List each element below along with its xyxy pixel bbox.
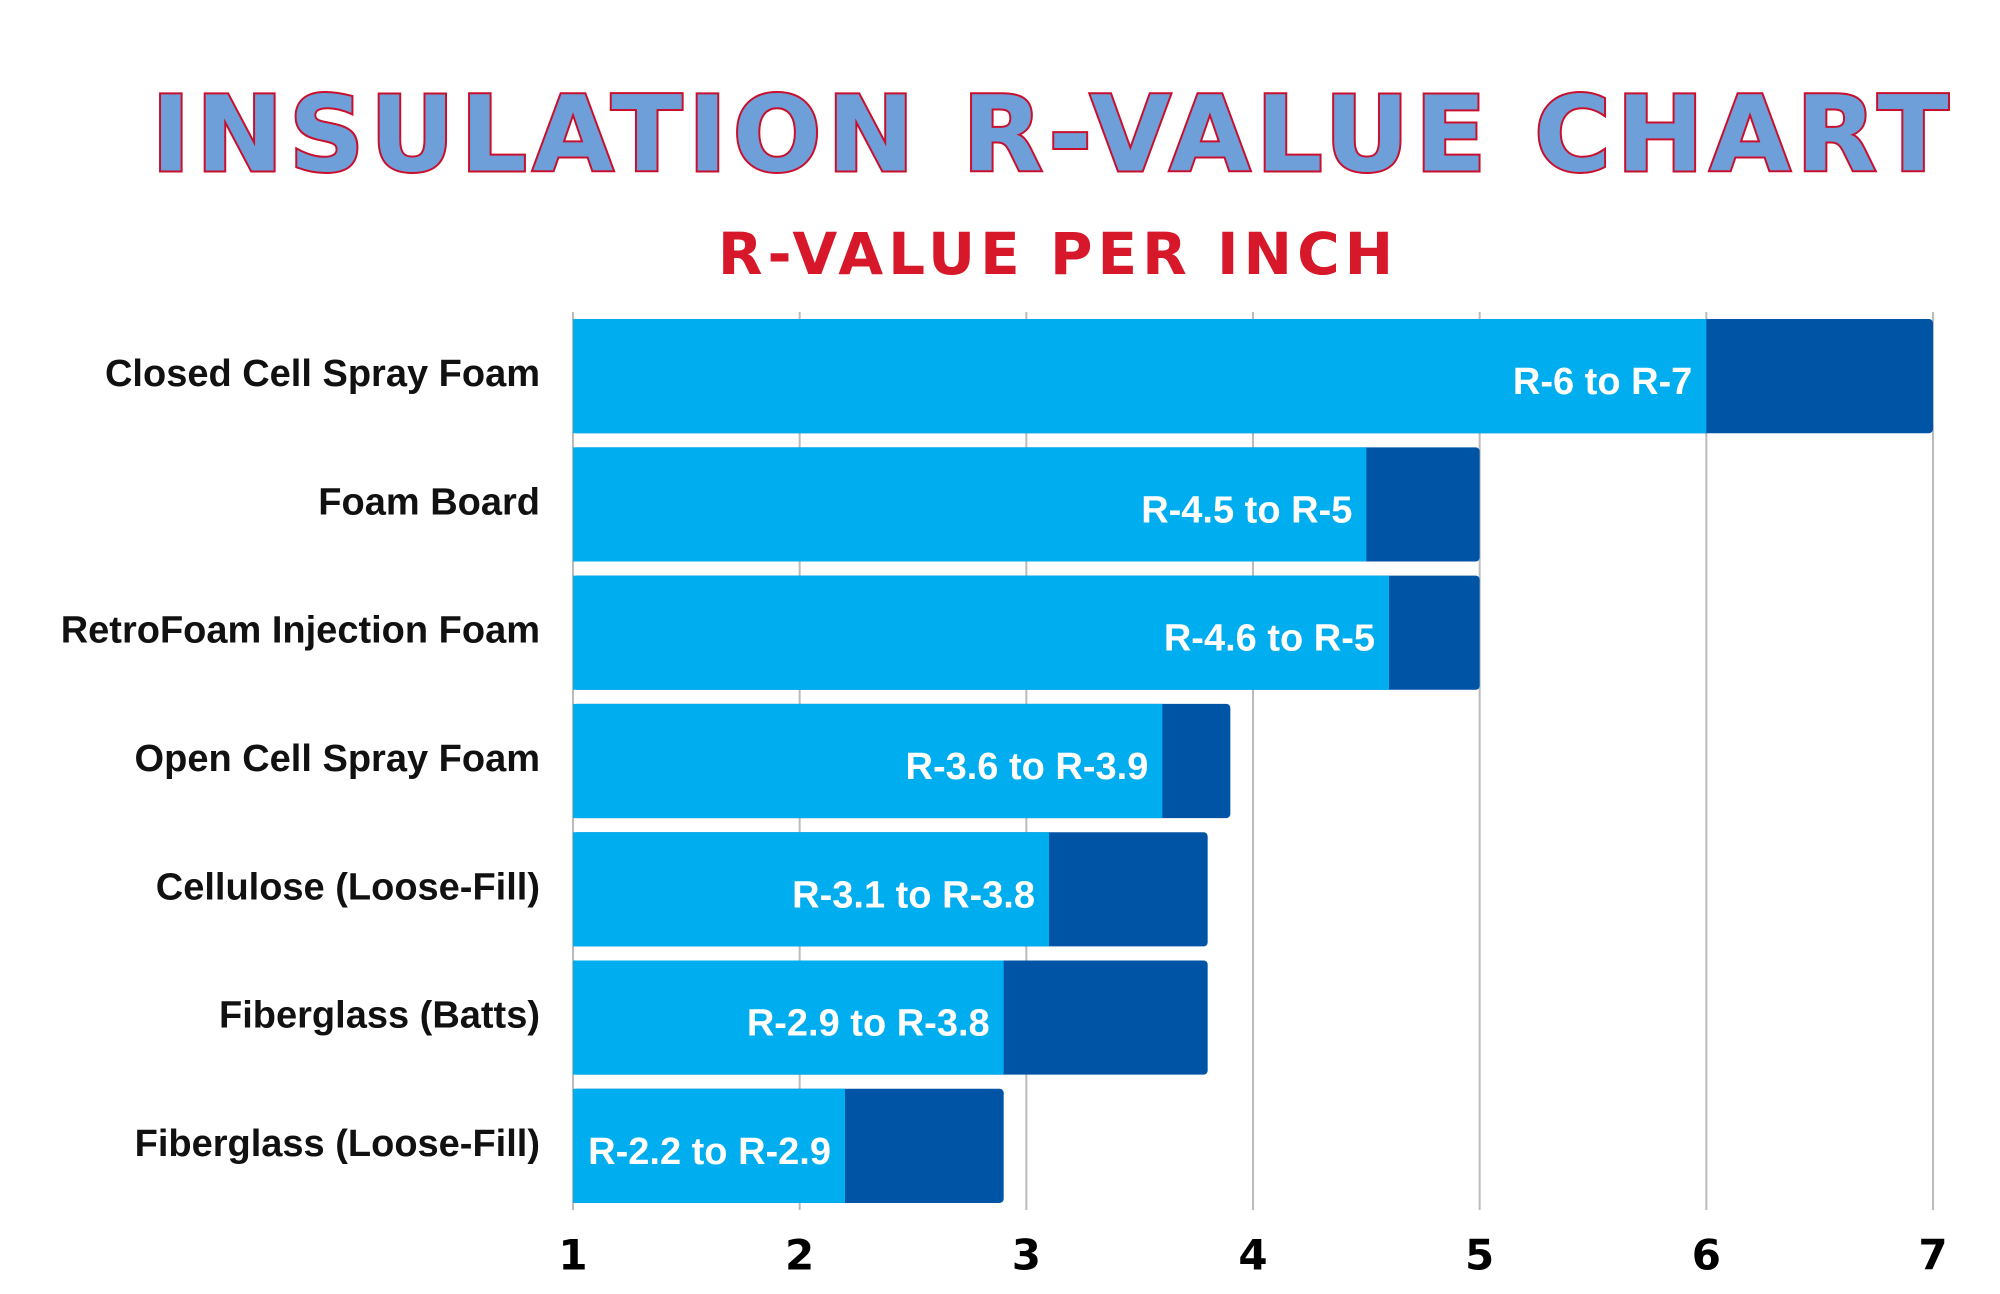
category-label: Fiberglass (Loose-Fill) — [135, 1123, 540, 1165]
value-label: R-4.6 to R-5 — [1164, 618, 1375, 660]
x-tick-label: 6 — [1692, 1231, 1721, 1280]
category-label: Foam Board — [318, 481, 540, 523]
category-label: Cellulose (Loose-Fill) — [156, 866, 540, 908]
bar-low — [573, 1088, 845, 1203]
bar-low — [573, 575, 1389, 690]
x-tick-label: 3 — [1012, 1231, 1041, 1280]
bar-low — [573, 960, 1004, 1075]
value-label: R-3.6 to R-3.9 — [906, 746, 1149, 788]
value-label: R-2.2 to R-2.9 — [588, 1131, 831, 1173]
chart-subtitle: R-VALUE PER INCH — [718, 220, 1398, 288]
x-tick-label: 4 — [1238, 1231, 1267, 1280]
chart-title: INSULATION R-VALUE CHART — [151, 73, 1954, 195]
category-label: Closed Cell Spray Foam — [105, 353, 540, 395]
x-tick-label: 7 — [1918, 1231, 1947, 1280]
value-label: R-3.1 to R-3.8 — [792, 874, 1035, 916]
bar-low — [573, 703, 1163, 819]
x-tick-label: 1 — [558, 1231, 587, 1280]
value-label: R-2.9 to R-3.8 — [747, 1003, 990, 1045]
category-label: Open Cell Spray Foam — [135, 738, 540, 780]
value-label: R-4.5 to R-5 — [1141, 489, 1352, 531]
x-tick-label: 2 — [785, 1231, 814, 1280]
bar-low — [573, 832, 1049, 947]
category-label: Fiberglass (Batts) — [219, 995, 540, 1037]
bar-low — [573, 319, 1707, 434]
bar-low — [573, 447, 1367, 562]
category-label: RetroFoam Injection Foam — [61, 610, 540, 652]
value-label: R-6 to R-7 — [1513, 361, 1692, 403]
x-tick-label: 5 — [1465, 1231, 1494, 1280]
